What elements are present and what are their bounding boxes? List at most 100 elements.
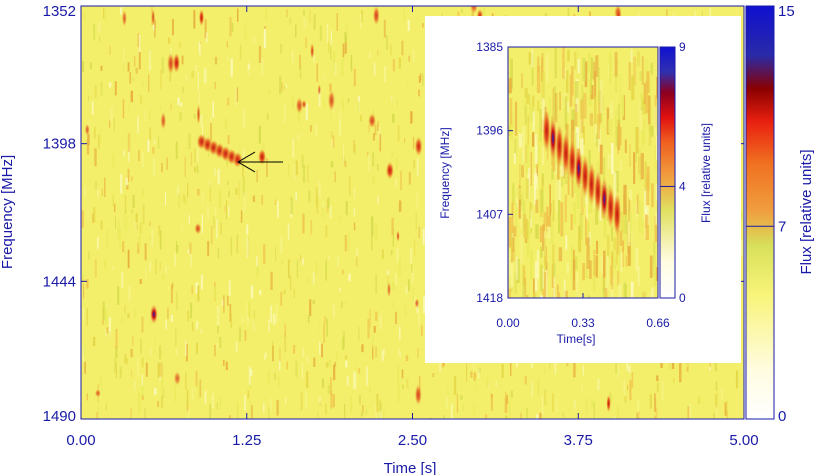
noise-streak xyxy=(270,271,273,290)
arrow-annotation xyxy=(237,151,283,173)
noise-streak xyxy=(390,250,393,255)
noise-streak xyxy=(567,7,570,22)
noise-streak xyxy=(355,361,357,377)
noise-streak xyxy=(383,19,386,38)
noise-streak xyxy=(386,34,388,50)
noise-streak xyxy=(603,250,606,278)
noise-streak xyxy=(268,367,270,382)
noise-streak xyxy=(539,109,542,142)
noise-streak xyxy=(575,271,579,298)
noise-streak xyxy=(395,177,398,188)
noise-streak xyxy=(217,248,220,259)
noise-streak xyxy=(598,67,600,102)
noise-streak xyxy=(227,135,230,145)
noise-streak xyxy=(195,65,197,72)
noise-streak xyxy=(525,142,529,174)
noise-streak xyxy=(372,152,375,167)
noise-streak xyxy=(373,133,375,141)
noise-streak xyxy=(213,167,216,177)
noise-streak xyxy=(278,375,280,388)
noise-streak xyxy=(353,144,356,155)
noise-streak xyxy=(654,261,657,286)
y-tick-label: 1490 xyxy=(43,408,76,425)
noise-streak xyxy=(596,240,599,255)
noise-streak xyxy=(199,44,201,56)
inset-panel: 0.00 0.33 0.66 1385 1396 1407 1418 Time[s] Fr… xyxy=(425,16,741,363)
noise-streak xyxy=(115,328,118,349)
noise-streak xyxy=(191,71,194,79)
noise-streak xyxy=(618,245,621,275)
noise-streak xyxy=(602,279,605,298)
noise-streak xyxy=(537,100,540,112)
noise-streak xyxy=(309,9,311,23)
noise-streak xyxy=(239,45,242,60)
noise-streak xyxy=(406,378,409,389)
noise-streak xyxy=(636,194,639,215)
noise-streak xyxy=(343,145,344,164)
noise-streak xyxy=(288,164,290,175)
noise-streak xyxy=(302,347,305,358)
noise-streak xyxy=(103,7,105,19)
noise-streak xyxy=(216,342,219,350)
noise-streak xyxy=(214,344,216,357)
noise-streak xyxy=(243,148,245,161)
noise-streak xyxy=(552,243,555,279)
noise-streak xyxy=(629,189,633,200)
noise-streak xyxy=(336,255,340,267)
noise-streak xyxy=(715,381,718,391)
noise-streak xyxy=(274,373,276,380)
noise-streak xyxy=(86,139,90,155)
noise-streak xyxy=(553,263,556,277)
noise-spot xyxy=(606,394,611,413)
noise-streak xyxy=(512,183,515,205)
noise-streak xyxy=(108,316,112,333)
noise-streak xyxy=(149,321,152,326)
noise-streak xyxy=(251,405,253,419)
noise-streak xyxy=(81,210,84,228)
noise-streak xyxy=(303,9,306,16)
noise-streak xyxy=(591,399,593,407)
noise-streak xyxy=(344,300,347,305)
noise-streak xyxy=(570,119,575,152)
noise-streak xyxy=(604,287,608,298)
noise-streak xyxy=(645,80,649,114)
burst-striation xyxy=(587,161,596,206)
noise-streak xyxy=(326,23,329,43)
noise-streak xyxy=(182,87,184,93)
noise-streak xyxy=(197,285,200,302)
noise-streak xyxy=(541,53,544,75)
noise-streak xyxy=(539,412,542,419)
noise-streak xyxy=(587,220,590,253)
noise-streak xyxy=(534,134,539,164)
noise-streak xyxy=(648,123,652,147)
noise-streak xyxy=(554,164,558,175)
noise-streak xyxy=(333,50,336,70)
noise-streak xyxy=(377,196,379,205)
noise-streak xyxy=(214,206,217,218)
noise-spot xyxy=(414,136,423,157)
noise-spot xyxy=(368,113,377,129)
noise-streak xyxy=(329,206,332,218)
noise-streak xyxy=(508,288,512,298)
noise-streak xyxy=(573,357,576,378)
noise-streak xyxy=(279,360,281,371)
noise-streak xyxy=(369,308,371,328)
noise-streak xyxy=(649,291,652,298)
noise-streak xyxy=(593,249,596,276)
noise-streak xyxy=(126,358,128,365)
noise-streak xyxy=(135,67,138,74)
noise-streak xyxy=(187,182,189,198)
noise-streak xyxy=(305,103,308,121)
noise-streak xyxy=(243,193,246,213)
noise-streak xyxy=(361,344,364,353)
noise-spot xyxy=(470,6,478,14)
noise-streak xyxy=(169,69,172,82)
noise-streak xyxy=(221,300,224,307)
noise-streak xyxy=(110,106,113,122)
y-tick-label: 1398 xyxy=(43,136,76,153)
noise-streak xyxy=(237,401,239,415)
noise-streak xyxy=(338,214,341,222)
noise-streak xyxy=(184,198,187,206)
noise-streak xyxy=(325,225,328,237)
noise-streak xyxy=(580,138,584,155)
